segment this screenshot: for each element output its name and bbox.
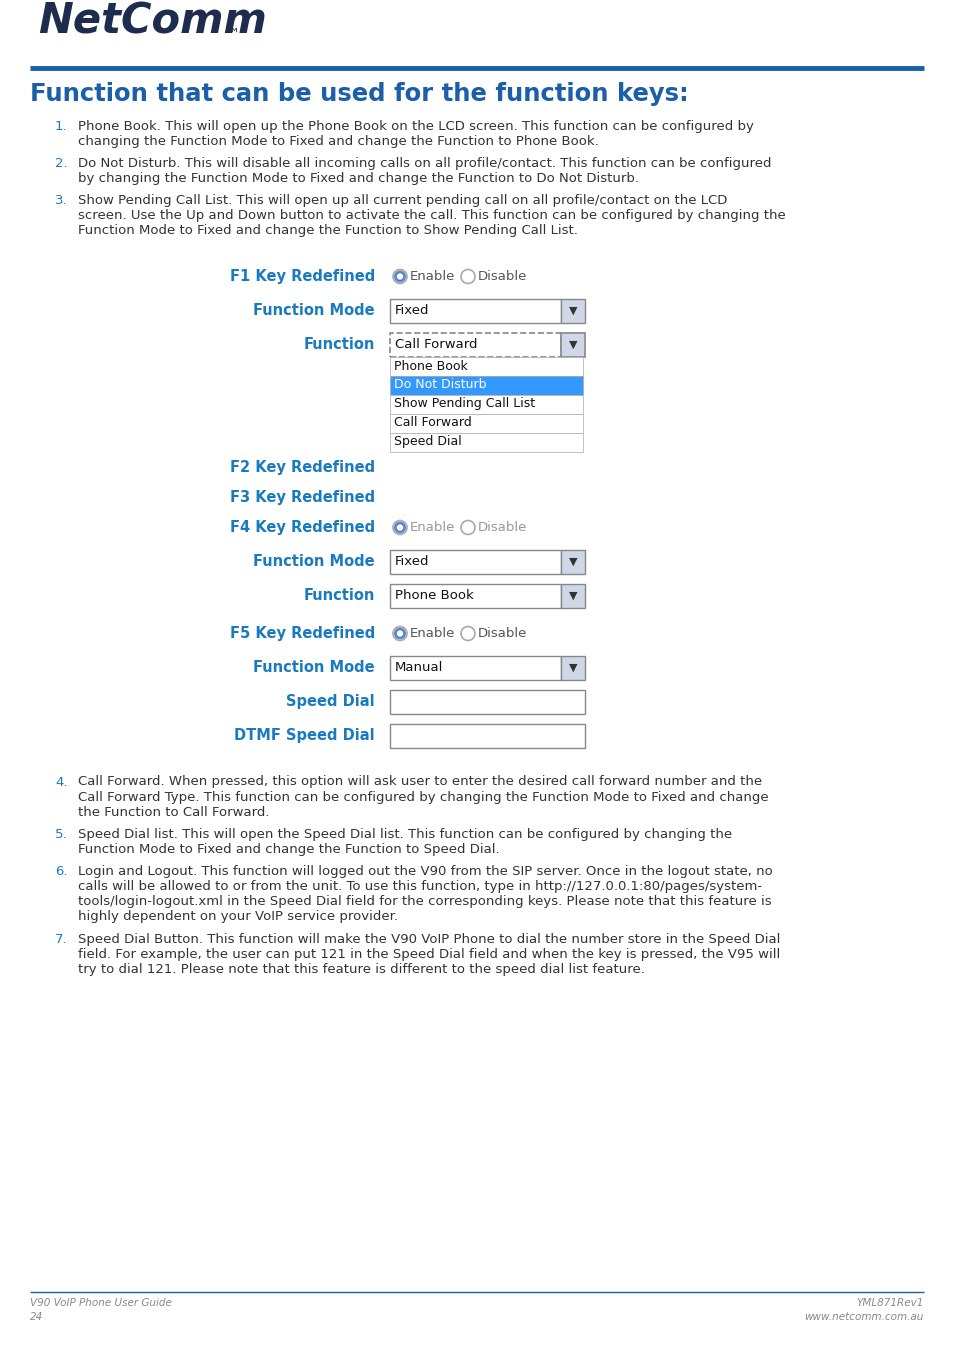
Bar (390, 724, 584, 748)
Bar (560, 656, 584, 679)
Text: ▼: ▼ (568, 305, 577, 316)
Text: Call Forward. When pressed, this option will ask user to enter the desired call : Call Forward. When pressed, this option … (78, 775, 768, 818)
Bar (560, 549, 584, 574)
Bar (390, 432, 582, 451)
Text: F2 Key Redefined: F2 Key Redefined (230, 460, 375, 475)
Text: Disable: Disable (477, 270, 527, 284)
Text: Function that can be used for the function keys:: Function that can be used for the functi… (30, 82, 688, 107)
Text: V90 VoIP Phone User Guide: V90 VoIP Phone User Guide (30, 1297, 172, 1308)
Circle shape (394, 270, 406, 282)
Bar (390, 656, 560, 679)
Text: YML871Rev1: YML871Rev1 (856, 1297, 923, 1308)
Bar (390, 356, 582, 375)
Text: 3.: 3. (55, 194, 68, 207)
Text: Disable: Disable (477, 521, 527, 535)
Text: Function Mode: Function Mode (253, 660, 375, 675)
Text: 5.: 5. (55, 828, 68, 841)
Text: DTMF Speed Dial: DTMF Speed Dial (234, 728, 375, 743)
Text: Fixed: Fixed (395, 304, 429, 317)
Text: Function: Function (303, 589, 375, 603)
Text: ™: ™ (225, 27, 240, 42)
Circle shape (396, 273, 403, 279)
Text: F5 Key Redefined: F5 Key Redefined (230, 626, 375, 641)
Text: Function Mode: Function Mode (253, 302, 375, 319)
Text: F1 Key Redefined: F1 Key Redefined (230, 269, 375, 284)
Text: Speed Dial: Speed Dial (394, 436, 461, 448)
Bar (390, 413, 582, 432)
Bar (390, 394, 582, 413)
Text: Disable: Disable (477, 626, 527, 640)
Text: Phone Book: Phone Book (395, 589, 474, 602)
Text: Enable: Enable (410, 626, 455, 640)
Text: F4 Key Redefined: F4 Key Redefined (230, 520, 375, 535)
Bar (560, 332, 584, 356)
Circle shape (394, 628, 406, 640)
Text: NetComm: NetComm (38, 0, 267, 42)
Text: 6.: 6. (55, 865, 68, 878)
Text: Speed Dial list. This will open the Speed Dial list. This function can be config: Speed Dial list. This will open the Spee… (78, 828, 731, 856)
Text: Call Forward: Call Forward (394, 417, 471, 429)
Text: 4.: 4. (55, 775, 68, 788)
Circle shape (396, 630, 403, 637)
Text: Speed Dial: Speed Dial (286, 694, 375, 709)
Text: ▼: ▼ (568, 556, 577, 567)
Text: 2.: 2. (55, 157, 68, 170)
Text: Enable: Enable (410, 270, 455, 284)
Text: Fixed: Fixed (395, 555, 429, 568)
Text: Enable: Enable (410, 521, 455, 535)
Text: Phone Book: Phone Book (394, 359, 467, 373)
Text: 7.: 7. (55, 933, 68, 946)
Bar (390, 375, 582, 394)
Text: Show Pending Call List. This will open up all current pending call on all profil: Show Pending Call List. This will open u… (78, 194, 785, 238)
Text: www.netcomm.com.au: www.netcomm.com.au (803, 1312, 923, 1322)
Text: ▼: ▼ (568, 339, 577, 350)
Bar (390, 549, 560, 574)
Text: ▼: ▼ (568, 663, 577, 672)
Text: 24: 24 (30, 1312, 43, 1322)
Text: Do Not Disturb: Do Not Disturb (394, 378, 486, 392)
Text: 1.: 1. (55, 120, 68, 134)
Text: Manual: Manual (395, 662, 443, 674)
Text: Function Mode: Function Mode (253, 554, 375, 568)
Text: Do Not Disturb. This will disable all incoming calls on all profile/contact. Thi: Do Not Disturb. This will disable all in… (78, 157, 771, 185)
Text: Phone Book. This will open up the Phone Book on the LCD screen. This function ca: Phone Book. This will open up the Phone … (78, 120, 753, 148)
Bar (390, 332, 560, 356)
Bar (390, 583, 560, 608)
Text: Function: Function (303, 338, 375, 352)
Text: Call Forward: Call Forward (395, 338, 477, 351)
Text: F3 Key Redefined: F3 Key Redefined (230, 490, 375, 505)
Text: Login and Logout. This function will logged out the V90 from the SIP server. Onc: Login and Logout. This function will log… (78, 865, 772, 923)
Text: Show Pending Call List: Show Pending Call List (394, 397, 535, 410)
Bar (390, 298, 560, 323)
Bar (560, 298, 584, 323)
Text: ▼: ▼ (568, 590, 577, 601)
Bar (390, 690, 584, 714)
Circle shape (396, 524, 403, 531)
Text: Speed Dial Button. This function will make the V90 VoIP Phone to dial the number: Speed Dial Button. This function will ma… (78, 933, 780, 976)
Bar (560, 583, 584, 608)
Circle shape (394, 521, 406, 533)
